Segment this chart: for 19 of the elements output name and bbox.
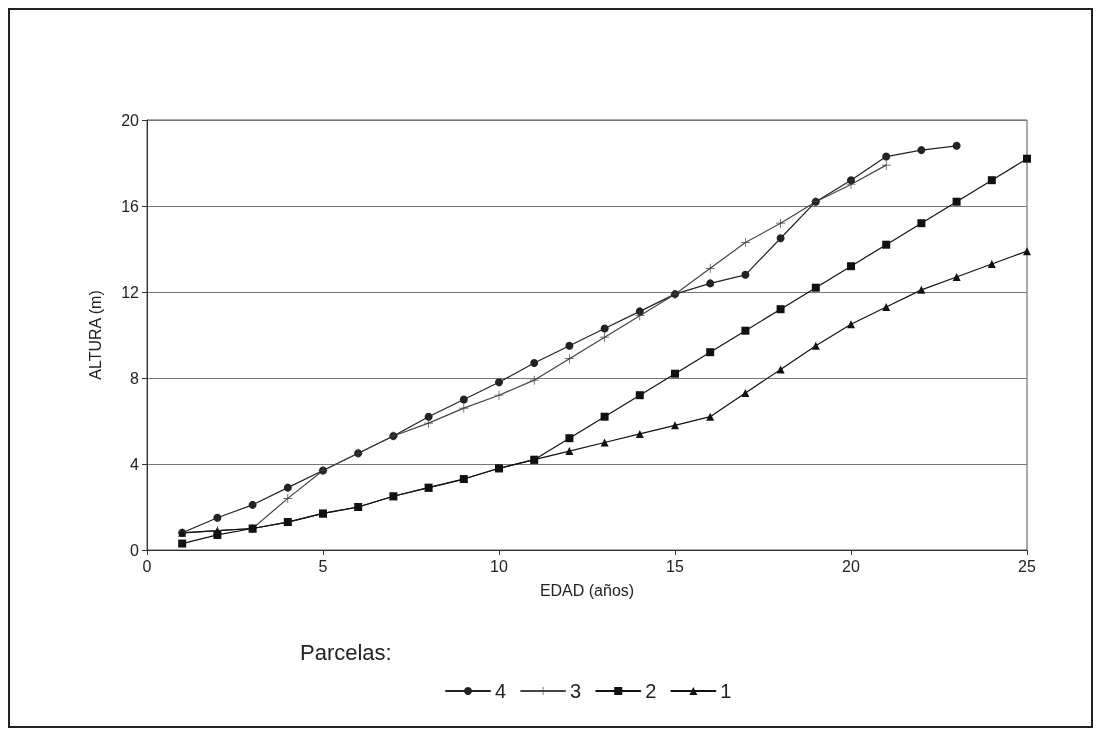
x-tick-label: 5 <box>318 557 328 575</box>
x-tick-label: 20 <box>842 557 860 575</box>
y-tick-label: 0 <box>130 541 140 559</box>
x-tick-label: 25 <box>1018 557 1036 575</box>
y-tick-label: 4 <box>130 455 140 473</box>
legend-label: 4 <box>495 680 507 702</box>
x-tick-label: 15 <box>666 557 684 575</box>
y-tick-label: 8 <box>130 369 140 387</box>
y-tick-label: 12 <box>121 283 140 301</box>
y-tick-label: 20 <box>121 111 140 129</box>
legend-label: 3 <box>570 680 582 702</box>
legend-title: Parcelas: <box>300 640 392 666</box>
legend-label: 1 <box>720 680 732 702</box>
x-tick-label: 10 <box>490 557 508 575</box>
x-tick-label: 0 <box>142 557 152 575</box>
x-axis-title: EDAD (años) <box>539 581 635 599</box>
legend-label: 2 <box>645 680 657 702</box>
y-tick-label: 16 <box>121 197 140 215</box>
y-axis-title: ALTURA (m) <box>86 290 104 380</box>
